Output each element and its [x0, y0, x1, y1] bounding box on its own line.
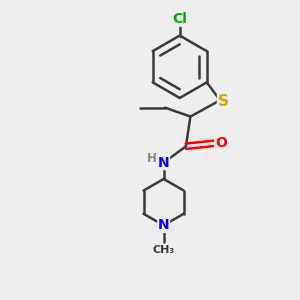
Text: O: O — [215, 136, 227, 150]
Text: H: H — [147, 152, 157, 165]
Text: S: S — [218, 94, 229, 109]
Text: N: N — [158, 156, 170, 170]
Text: CH₃: CH₃ — [152, 245, 175, 255]
Text: N: N — [158, 218, 170, 232]
Text: Cl: Cl — [172, 12, 187, 26]
